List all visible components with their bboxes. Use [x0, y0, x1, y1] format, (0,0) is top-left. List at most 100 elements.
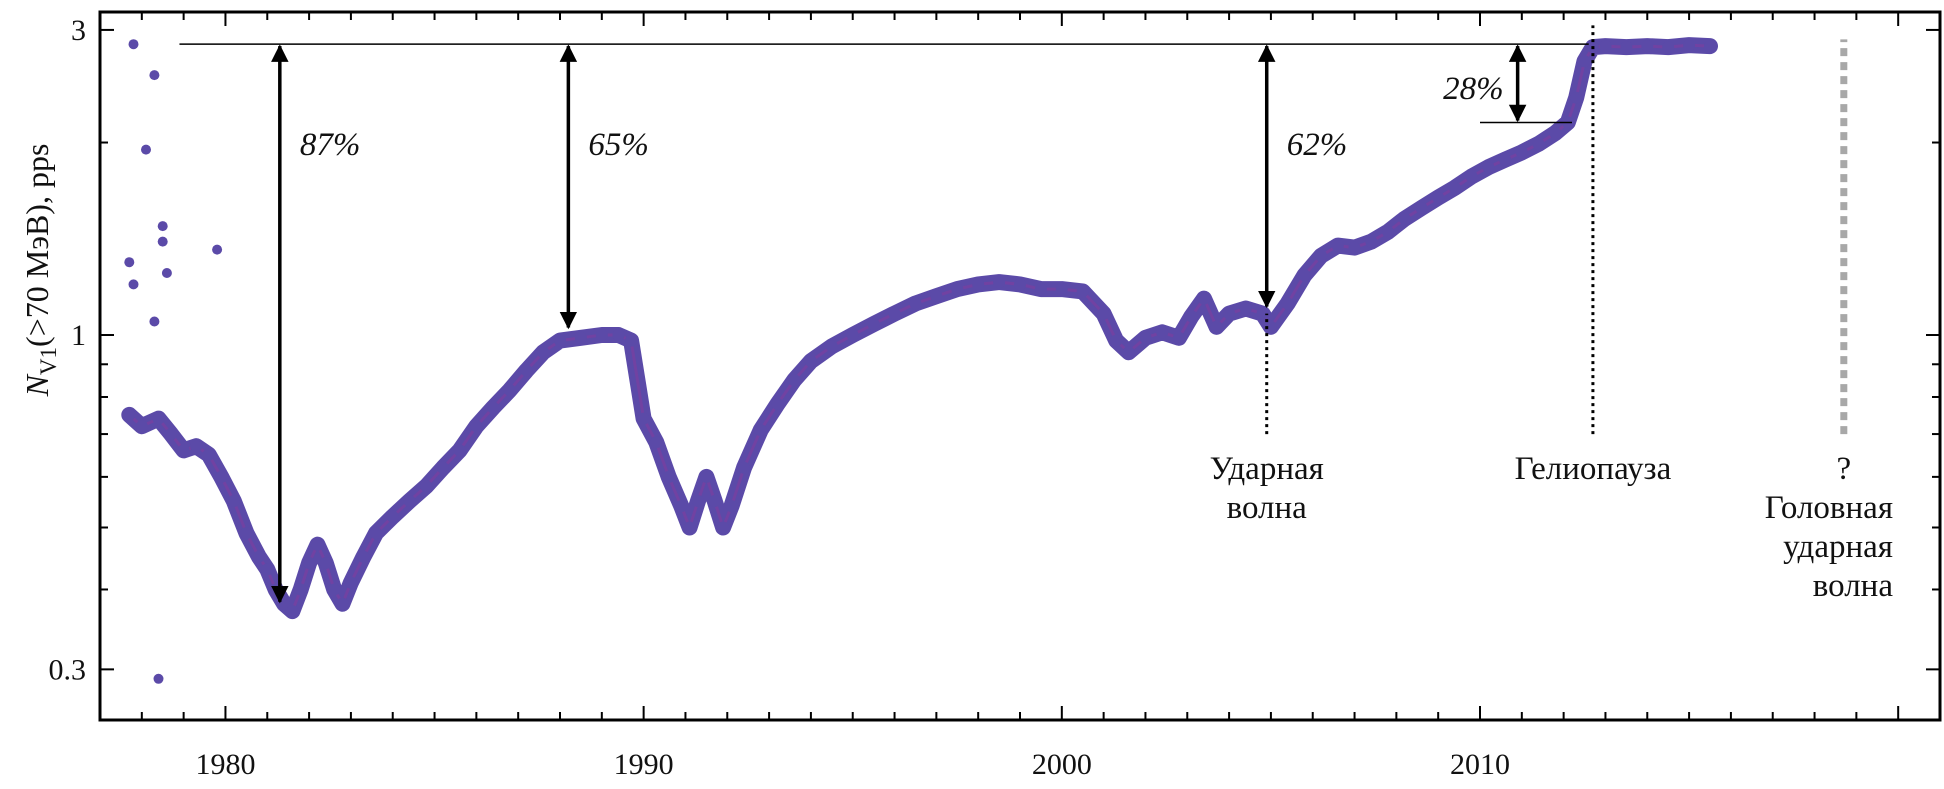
data-point [344, 576, 357, 589]
y-axis-label-subscript: V1 [36, 347, 61, 375]
data-point [386, 510, 399, 523]
data-point [252, 550, 265, 563]
percent-label: 28% [1443, 71, 1504, 107]
data-point [825, 340, 838, 353]
data-point [294, 583, 307, 596]
data-point [1256, 307, 1269, 320]
data-point [1532, 137, 1545, 150]
series-line [127, 43, 1712, 613]
outlier-point [149, 316, 160, 327]
data-point [1331, 239, 1344, 252]
x-tick-label: 2010 [1450, 748, 1510, 781]
outlier-point [157, 221, 168, 232]
data-point [930, 290, 943, 303]
data-point [1097, 307, 1110, 320]
data-point [1570, 91, 1583, 104]
outlier-point [161, 268, 172, 278]
plot-frame [98, 10, 1942, 722]
data-point [503, 384, 516, 397]
data-point [1578, 55, 1591, 68]
data-point [123, 408, 136, 421]
data-point [190, 440, 203, 453]
outlier-point [141, 144, 151, 155]
data-point [1185, 310, 1198, 323]
data-point [700, 470, 713, 483]
data-point [972, 278, 985, 291]
outlier-point [128, 39, 139, 50]
x-tick-labels: 1980 1990 2000 2010 [195, 748, 1510, 781]
data-point [1549, 127, 1562, 139]
data-point [165, 428, 178, 441]
data-point [1139, 331, 1152, 344]
data-point [1432, 191, 1445, 204]
data-point [1034, 283, 1047, 296]
data-point [1465, 170, 1478, 183]
data-point [867, 318, 880, 331]
percent-label: 62% [1287, 127, 1348, 163]
data-point [1415, 202, 1428, 214]
data-point [177, 444, 190, 457]
data-point [1398, 212, 1411, 225]
data-point [1704, 40, 1716, 53]
data-point [1014, 278, 1026, 291]
data-point [1156, 326, 1169, 339]
data-point [1620, 41, 1633, 54]
data-point [708, 495, 721, 507]
outlier-point [153, 673, 164, 684]
data-point [328, 583, 341, 596]
data-point [436, 461, 449, 474]
y-axis-label: NV1(>70 МэВ), pps [19, 144, 61, 398]
marker-label: Гелиопауза [1515, 451, 1672, 487]
data-point [1223, 307, 1236, 320]
outlier-point [128, 279, 139, 290]
series-band [121, 37, 1718, 620]
data-point [202, 448, 215, 461]
percent-label: 65% [588, 127, 649, 163]
data-point [311, 538, 324, 551]
percent-arrows: 87% 65% 62% 28% [271, 44, 1572, 604]
data-point [1172, 331, 1185, 344]
data-point [336, 597, 349, 610]
data-point [637, 412, 650, 425]
data-point [1055, 283, 1068, 296]
data-point [951, 283, 964, 296]
y-tick-label: 1 [71, 319, 86, 352]
data-point [554, 334, 566, 347]
data-point [1599, 40, 1612, 53]
y-tick-label: 3 [71, 14, 86, 47]
data-point [888, 307, 901, 320]
data-point [319, 557, 332, 569]
data-point [420, 480, 433, 493]
tick-marks [100, 12, 1940, 720]
data-point [537, 346, 550, 359]
data-point [1210, 320, 1223, 333]
y-tick-labels: 0.3 1 3 [49, 14, 87, 686]
data-point [650, 436, 663, 449]
y-axis-label-symbol: N [19, 373, 55, 397]
marker-label: Ударная [1210, 451, 1324, 487]
data-series [121, 37, 1718, 684]
data-point [261, 563, 274, 576]
data-point [403, 495, 416, 507]
data-point [303, 557, 316, 569]
data-point [1110, 334, 1123, 347]
y-axis-label-rest: (>70 МэВ), pps [19, 144, 55, 347]
data-point [1448, 181, 1461, 194]
y-tick-label: 0.3 [49, 653, 87, 686]
data-point [675, 500, 688, 513]
data-point [1515, 146, 1528, 159]
marker-label: волна [1227, 490, 1308, 526]
data-point [1298, 269, 1311, 282]
data-point [1662, 41, 1675, 54]
data-point [788, 374, 801, 387]
data-point [1076, 285, 1089, 298]
bow-shock-label: ударная [1783, 529, 1893, 565]
outlier-point [157, 236, 168, 247]
data-point [215, 470, 228, 483]
data-point [574, 331, 587, 344]
data-point [754, 424, 767, 437]
bow-shock-label: волна [1813, 568, 1894, 604]
bow-shock-label: Головная [1765, 490, 1893, 526]
